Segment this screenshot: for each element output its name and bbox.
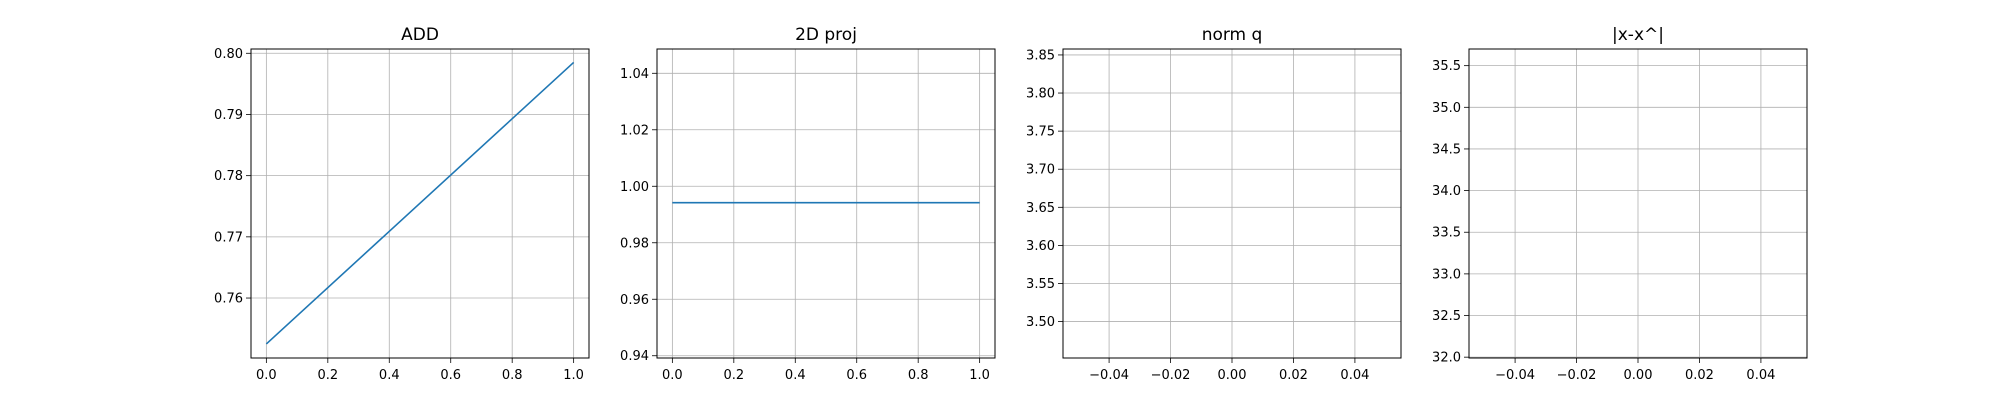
x-tick-label: 0.02	[1279, 368, 1308, 383]
x-tick-label: 0.8	[502, 368, 523, 383]
x-tick-label: −0.02	[1151, 368, 1191, 383]
subplot-norm-q: norm q −0.04 −0.02 0.00 0.02 0.04 3.50 3.55 3.6…	[1026, 25, 1402, 383]
y-tick-label: 3.75	[1026, 125, 1055, 140]
x-tick-label: −0.04	[1089, 368, 1129, 383]
x-tick-label: 1.0	[563, 368, 584, 383]
x-tick-label: 0.2	[723, 368, 744, 383]
y-tick-label: 3.55	[1026, 277, 1055, 292]
subplot-title: 2D proj	[795, 25, 857, 45]
y-tick-label: 32.5	[1432, 309, 1461, 324]
x-tick-label: 0.6	[846, 368, 867, 383]
y-tick-label: 3.60	[1026, 239, 1055, 254]
subplot-title: norm q	[1202, 25, 1263, 45]
y-tick-label: 32.0	[1432, 351, 1461, 366]
y-tick-label: 3.50	[1026, 315, 1055, 330]
x-tick-label: 0.4	[785, 368, 806, 383]
x-tick-label: 0.8	[908, 368, 929, 383]
y-tick-label: 1.00	[620, 180, 649, 195]
x-tick-label: 0.2	[317, 368, 338, 383]
y-tick-label: 0.77	[214, 230, 243, 245]
subplot-x-error: |x-x^| −0.04 −0.02 0.00 0.02 0.04 32.0 32.5 33.…	[1432, 25, 1808, 383]
x-tick-label: 0.04	[1746, 368, 1775, 383]
x-tick-label: 0.0	[662, 368, 683, 383]
axes-frame	[250, 48, 590, 359]
subplot-title: ADD	[401, 25, 439, 45]
y-tick-label: 0.94	[620, 349, 649, 364]
y-tick-label: 3.70	[1026, 163, 1055, 178]
y-tick-label: 35.5	[1432, 59, 1461, 74]
y-tick-label: 1.04	[620, 67, 649, 82]
y-tick-label: 0.78	[214, 169, 243, 184]
y-tick-label: 3.85	[1026, 48, 1055, 63]
y-tick-label: 34.5	[1432, 142, 1461, 157]
y-tick-label: 0.96	[620, 293, 649, 308]
y-tick-label: 0.76	[214, 292, 243, 307]
x-tick-label: −0.02	[1557, 368, 1597, 383]
x-tick-label: 0.00	[1218, 368, 1247, 383]
series-line	[265, 61, 575, 345]
y-tick-label: 33.5	[1432, 226, 1461, 241]
y-tick-label: 0.98	[620, 236, 649, 251]
x-tick-label: 0.00	[1624, 368, 1653, 383]
subplot-2d-proj: 2D proj 0.0 0.2 0.4 0.6 0.8 1.0 0.94 0.96 0.98 1.…	[620, 25, 996, 383]
y-tick-label: 34.0	[1432, 184, 1461, 199]
y-tick-label: 1.02	[620, 123, 649, 138]
subplot-title: |x-x^|	[1612, 25, 1664, 45]
y-tick-label: 35.0	[1432, 101, 1461, 116]
x-tick-label: 0.0	[256, 368, 277, 383]
x-tick-label: 0.6	[440, 368, 461, 383]
y-tick-label: 0.80	[214, 47, 243, 62]
x-tick-label: 0.04	[1340, 368, 1369, 383]
axes-frame	[656, 48, 996, 359]
x-tick-label: 1.0	[969, 368, 990, 383]
x-tick-label: −0.04	[1495, 368, 1535, 383]
x-tick-label: 0.02	[1685, 368, 1714, 383]
y-tick-label: 33.0	[1432, 267, 1461, 282]
y-tick-label: 3.65	[1026, 201, 1055, 216]
x-tick-label: 0.4	[379, 368, 400, 383]
subplot-add: ADD 0.0 0.2 0.4 0.6 0.8 1.0 0.76 0.77 0.78 0.79 0.…	[214, 25, 590, 383]
y-tick-label: 3.80	[1026, 87, 1055, 102]
y-tick-label: 0.79	[214, 108, 243, 123]
